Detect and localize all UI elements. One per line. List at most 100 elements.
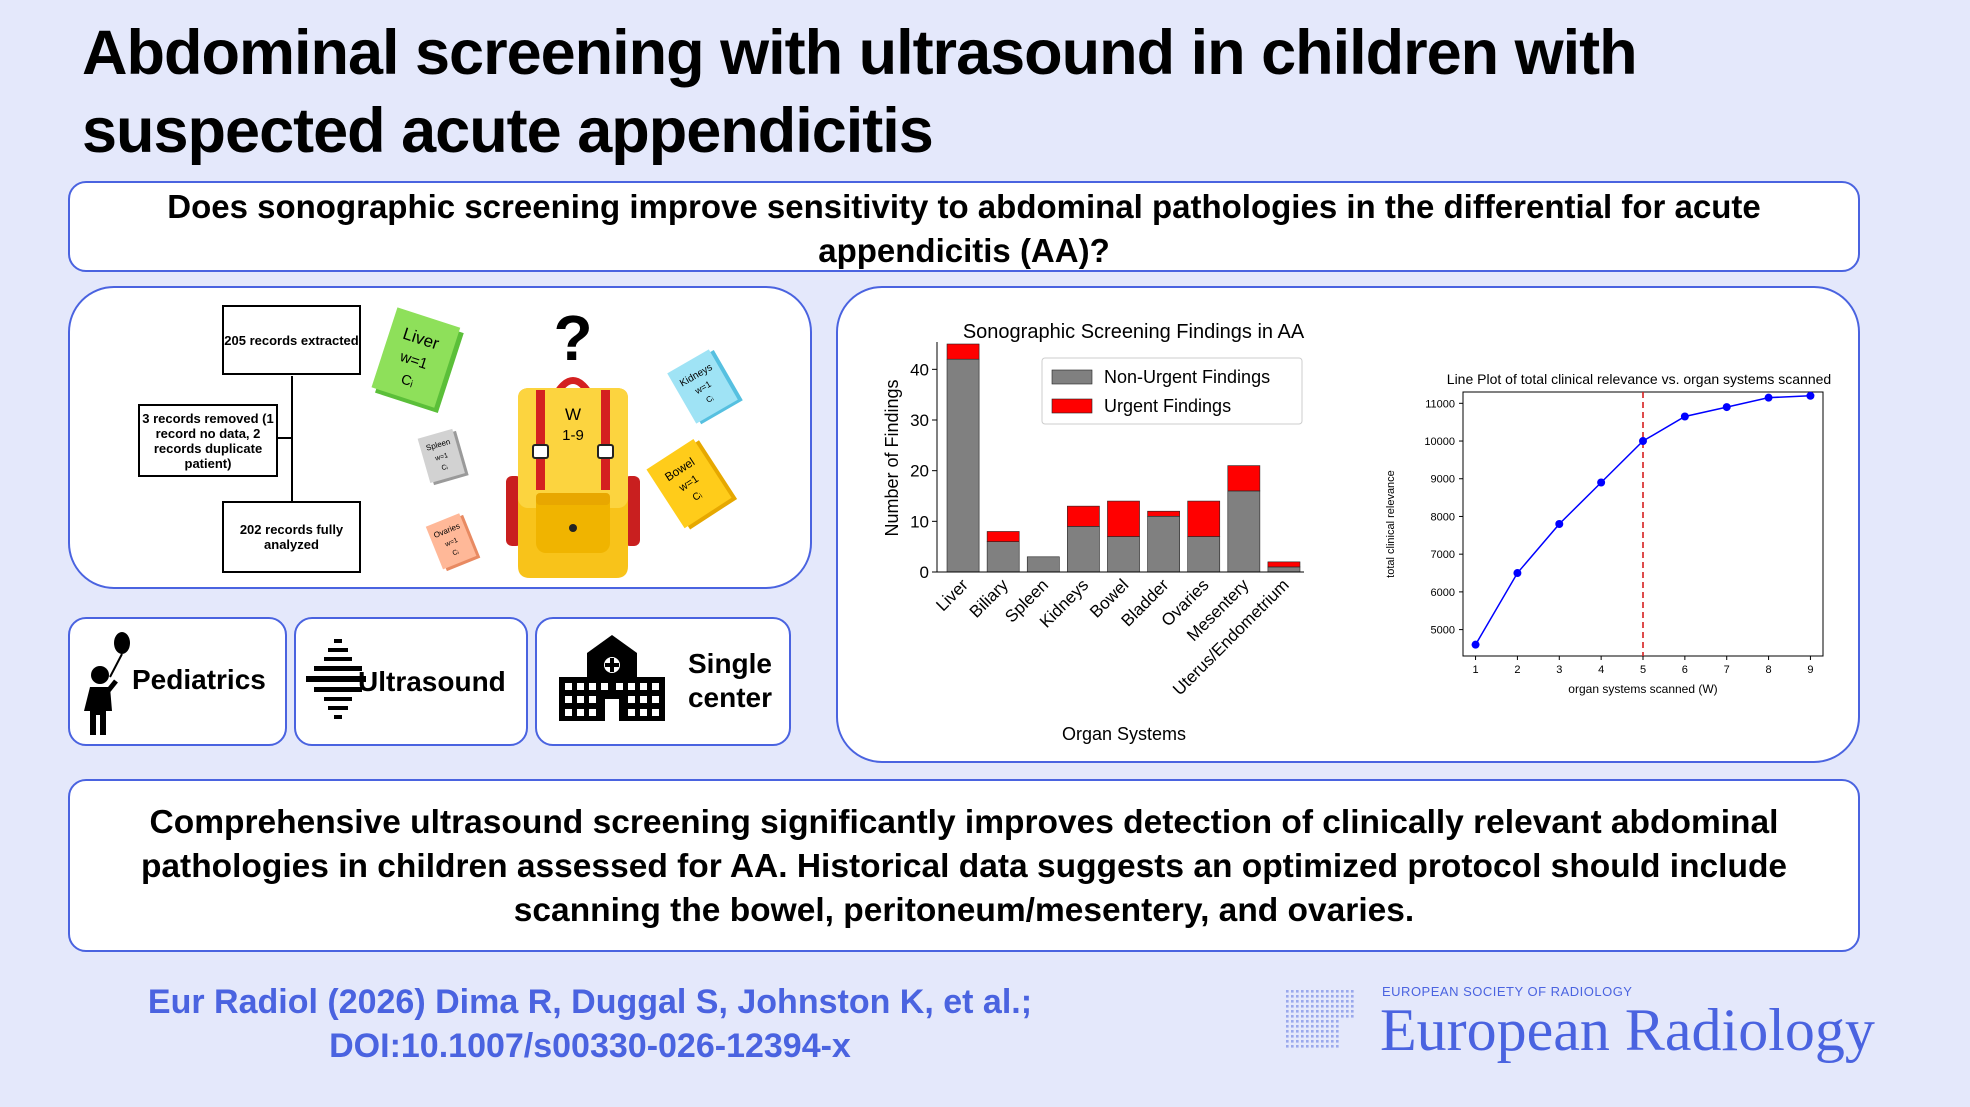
- line-point: [1513, 569, 1522, 578]
- question-mark: ?: [553, 302, 592, 374]
- center-word: center: [687, 682, 773, 713]
- backpack-illustration: Liver w=1 Cᵢ Kidneys w=1 Cᵢ Spleen w=1 C…: [371, 302, 743, 578]
- hospital-icon: [559, 635, 665, 721]
- citation-line-1: Eur Radiol (2026) Dima R, Duggal S, John…: [147, 983, 1033, 1021]
- bar-nonurgent-ovaries: [1187, 536, 1221, 573]
- bar-nonurgent-spleen: [1026, 556, 1060, 573]
- records-analyzed-box: 202 records fully analyzed: [222, 501, 361, 573]
- line-ytick-label: 9000: [1431, 474, 1455, 486]
- page-title: Abdominal screening with ultrasound in c…: [82, 14, 1882, 170]
- bar-nonurgent-bowel: [1107, 536, 1140, 573]
- bar-nonurgent-liver: [946, 358, 980, 573]
- journal-name: European Radiology: [1380, 997, 1875, 1063]
- kidneys-book-icon: Kidneys w=1 Cᵢ: [667, 349, 743, 425]
- journal-logo-icon: [1286, 990, 1354, 1048]
- line-point: [1722, 403, 1731, 412]
- bar-urgent-ovaries: [1187, 500, 1221, 537]
- line-point: [1639, 437, 1647, 446]
- line-xtick-label: 8: [1766, 664, 1772, 676]
- ultrasound-keyword: Ultrasound: [294, 617, 528, 746]
- clinical-relevance-line-chart: Line Plot of total clinical relevance vs…: [1385, 371, 1831, 696]
- bar-nonurgent-kidneys: [1067, 526, 1100, 573]
- child-balloon-icon: [84, 632, 130, 735]
- line-point: [1597, 478, 1606, 487]
- line-chart-title: Line Plot of total clinical relevance vs…: [1447, 371, 1831, 387]
- bar-x-label: Organ Systems: [1062, 724, 1186, 744]
- bar-urgent-kidneys: [1067, 505, 1100, 527]
- pediatrics-keyword: Pediatrics: [68, 617, 287, 746]
- bar-y-label: Number of Findings: [882, 379, 902, 536]
- single-word: Single: [687, 648, 772, 679]
- bar-legend: [1041, 357, 1303, 425]
- citation-doi: DOI:10.1007/s00330-026-12394-x: [329, 1027, 851, 1065]
- single-center-keyword: Single center: [535, 617, 791, 746]
- society-name: EUROPEAN SOCIETY OF RADIOLOGY: [1382, 984, 1633, 999]
- line-xtick-label: 3: [1556, 664, 1562, 676]
- line-ytick-label: 10000: [1424, 436, 1455, 448]
- bar-nonurgent-bladder: [1147, 515, 1180, 573]
- pediatrics-label: Pediatrics: [132, 664, 266, 695]
- ovaries-book-icon: Ovaries w=1 Cᵢ: [425, 513, 481, 572]
- ultrasound-wave-icon: [306, 639, 366, 719]
- line-ytick-label: 8000: [1431, 511, 1455, 523]
- bar-chart-title: Sonographic Screening Findings in AA: [963, 321, 1305, 343]
- line-ytick-label: 11000: [1425, 398, 1455, 410]
- line-xtick-label: 6: [1682, 664, 1688, 676]
- bar-nonurgent-biliary: [986, 541, 1020, 573]
- liver-book-icon: Liver w=1 Cᵢ: [371, 307, 464, 414]
- liver-book-c: Cᵢ: [399, 371, 416, 390]
- bar-ytick-label: 30: [910, 411, 929, 430]
- methods-panel: 205 records extracted 3 records removed …: [68, 286, 812, 589]
- line-point: [1680, 412, 1689, 421]
- spleen-book-icon: Spleen w=1 Cᵢ: [417, 428, 469, 486]
- line-xtick-label: 1: [1472, 664, 1478, 676]
- ovaries-book-weight: w=1: [443, 537, 459, 549]
- line-y-label: total clinical relevance: [1385, 470, 1397, 578]
- bar-urgent-uterusendometrium: [1267, 561, 1301, 568]
- bar-urgent-liver: [946, 343, 980, 360]
- line-point: [1764, 393, 1773, 402]
- backpack-w: W: [565, 405, 581, 424]
- line-point: [1806, 391, 1815, 400]
- bar-ytick-label: 10: [910, 512, 929, 531]
- bowel-book-icon: Bowel w=1 Cᵢ: [646, 439, 738, 530]
- conclusion: Comprehensive ultrasound screening signi…: [68, 779, 1860, 952]
- bar-legend-label: Urgent Findings: [1104, 396, 1231, 416]
- backpack-range: 1-9: [562, 427, 584, 444]
- records-removed-box: 3 records removed (1 record no data, 2 r…: [138, 404, 278, 477]
- line-xtick-label: 4: [1598, 664, 1604, 676]
- line-x-label: organ systems scanned (W): [1568, 682, 1717, 696]
- results-charts-panel: Sonographic Screening Findings in AA Live…: [836, 286, 1860, 763]
- citation: Eur Radiol (2026) Dima R, Duggal S, John…: [120, 980, 1060, 1068]
- bar-legend-swatch: [1051, 369, 1093, 385]
- bar-urgent-bowel: [1107, 500, 1140, 537]
- bar-ytick-label: 20: [910, 462, 929, 481]
- bar-urgent-mesentery: [1227, 465, 1261, 492]
- line-point: [1555, 520, 1564, 528]
- bar-legend-label: Non-Urgent Findings: [1104, 367, 1270, 387]
- line-ytick-label: 5000: [1431, 625, 1455, 637]
- ovaries-book-c: Cᵢ: [452, 549, 460, 558]
- backpack-icon: W 1-9: [506, 377, 640, 578]
- line-xtick-label: 9: [1807, 664, 1813, 676]
- research-question: Does sonographic screening improve sensi…: [68, 181, 1860, 272]
- single-center-label: Single center: [677, 647, 783, 715]
- findings-bar-chart: Sonographic Screening Findings in AALive…: [882, 321, 1305, 744]
- records-extracted-box: 205 records extracted: [222, 305, 361, 375]
- kidneys-book-c: Cᵢ: [704, 393, 715, 404]
- line-point: [1471, 640, 1480, 649]
- spleen-book-c: Cᵢ: [441, 464, 449, 472]
- bar-urgent-biliary: [986, 531, 1020, 542]
- bar-ytick-label: 40: [910, 360, 929, 379]
- line-xtick-label: 2: [1514, 664, 1520, 676]
- line-xtick-label: 7: [1724, 664, 1730, 676]
- title-line-2: suspected acute appendicitis: [82, 96, 934, 166]
- bar-nonurgent-mesentery: [1227, 490, 1261, 573]
- title-line-1: Abdominal screening with ultrasound in c…: [82, 18, 1638, 88]
- spleen-book-weight: w=1: [434, 452, 450, 463]
- bar-ytick-label: 0: [920, 563, 929, 582]
- line-xtick-label: 5: [1640, 664, 1646, 676]
- bar-legend-swatch: [1051, 398, 1093, 414]
- line-ytick-label: 7000: [1431, 549, 1455, 561]
- line-ytick-label: 6000: [1431, 587, 1455, 599]
